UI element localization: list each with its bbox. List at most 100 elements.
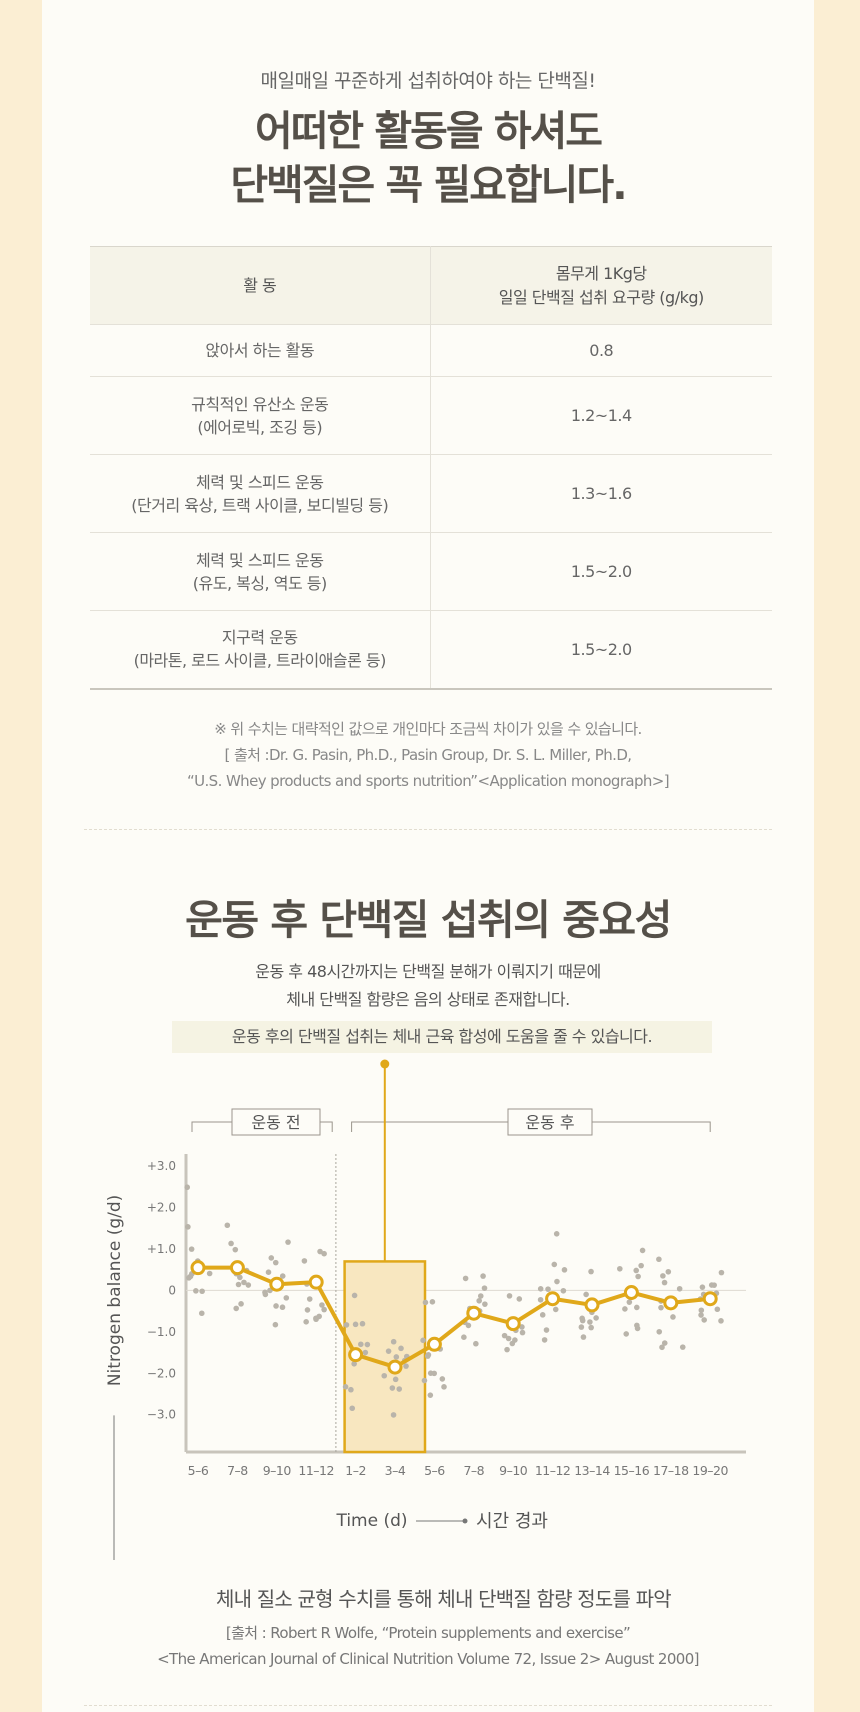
table-notes: ※ 위 수치는 대략적인 값으로 개인마다 조금씩 차이가 있을 수 있습니다.… [42,716,814,794]
table-row: 지구력 운동 (마라톤, 로드 사이클, 트라이애슬론 등) 1.5~2.0 [90,610,772,690]
scatter-point [461,1334,467,1341]
note-line1: ※ 위 수치는 대략적인 값으로 개인마다 조금씩 차이가 있을 수 있습니다. [214,720,642,738]
note-line2: [ 출처 :Dr. G. Pasin, Ph.D., Pasin Group, … [224,746,633,764]
value-cell: 1.5~2.0 [430,532,772,611]
scatter-point [348,1386,354,1393]
scatter-point [396,1386,403,1392]
scatter-point [272,1259,279,1266]
x-tick-label: 7–8 [227,1463,248,1478]
scatter-point [301,1258,308,1264]
scatter-point [580,1334,587,1340]
x-tick-label: 9–10 [499,1463,528,1478]
mean-point [269,1276,285,1292]
note-line3: “U.S. Whey products and sports nutrition… [186,772,670,790]
scatter-point [193,1288,199,1294]
scatter-point [316,1313,322,1320]
scatter-point [701,1317,707,1323]
scatter-point [588,1268,594,1275]
mean-point [426,1336,442,1352]
mean-point [308,1274,324,1290]
scatter-point [661,1279,668,1286]
group-label-before: 운동 전 [251,1113,300,1132]
scatter-point [198,1310,205,1317]
scatter-point [679,1344,686,1350]
scatter-point [519,1329,526,1336]
scatter-point [321,1306,327,1313]
scatter-point [381,1372,388,1379]
scatter-point [303,1319,309,1325]
scatter-point [185,1224,191,1230]
scatter-point [285,1239,291,1245]
scatter-point [321,1250,327,1257]
header-req-line1: 몸무게 1Kg당 [555,263,647,283]
scatter-point [199,1288,205,1295]
x-tick-label: 1–2 [345,1463,366,1478]
scatter-point [441,1384,447,1390]
scatter-point [233,1305,240,1312]
group-brackets: 운동 전 운동 후 [191,1108,711,1136]
scatter-point [516,1296,523,1302]
mean-point [584,1297,600,1313]
y-tick-label: +3.0 [147,1159,176,1173]
mean-point [190,1260,206,1276]
scatter-point [554,1278,560,1285]
scatter-point [552,1306,559,1313]
activity-cell: 앉아서 하는 활동 [90,324,431,377]
scatter-point [501,1332,508,1339]
scatter-point [431,1370,438,1377]
scatter-point [543,1327,550,1333]
scatter-point [206,1270,213,1277]
scatter-point [665,1268,672,1275]
scatter-point [504,1346,510,1353]
scatter-point [656,1256,662,1263]
scatter-point [427,1392,434,1398]
section2-title: 운동 후 단백질 섭취의 중요성 [185,896,672,944]
scatter-point [537,1296,544,1303]
scatter-point [560,1287,567,1294]
scatter-point [477,1293,484,1299]
series-line [190,1260,718,1375]
scatter-point [398,1345,404,1352]
mean-point [505,1316,521,1332]
mean-point [387,1359,403,1375]
scatter-point [465,1322,472,1329]
activity-examples: (유도, 복싱, 역도 등) [192,573,327,593]
x-axis-note: 시간 경과 [476,1511,548,1532]
scatter-point [235,1281,242,1288]
mean-point [702,1291,718,1307]
table-row: 규칙적인 유산소 운동 (에어로빅, 조깅 등) 1.2~1.4 [90,376,772,455]
scatter-point [232,1246,239,1253]
scatter-point [639,1247,646,1254]
scatter-point [241,1279,247,1286]
activity-name: 체력 및 스피드 운동 [195,472,324,492]
scatter-point [343,1322,350,1328]
scatter-point [317,1248,323,1255]
scatter-point [392,1376,399,1383]
desc-line1: 운동 후 48시간까지는 단백질 분해가 이뤄지기 때문에 [255,962,601,981]
x-axis-label: Time (d) [335,1511,407,1531]
scatter-point [659,1344,665,1351]
highlight-banner: 운동 후의 단백질 섭취는 체내 근육 합성에 도움을 줄 수 있습니다. [172,1021,712,1053]
scatter-point [661,1340,668,1346]
scatter-point [714,1306,721,1313]
scatter-point [541,1337,548,1343]
scatter-point [622,1306,628,1312]
scatter-point [578,1324,585,1330]
scatter-point [476,1297,482,1304]
group-label-after: 운동 후 [525,1113,574,1132]
callout-dot [380,1059,390,1069]
scatter-point [228,1240,234,1247]
scatter-point [359,1320,366,1327]
value-cell: 1.2~1.4 [430,376,772,455]
activity-examples: (마라톤, 로드 사이클, 트라이애슬론 등) [133,651,387,671]
section1-title-line2: 단백질은 꼭 필요합니다. [230,161,627,209]
scatter-point [545,1286,551,1292]
x-tick-label: 13–14 [574,1463,610,1478]
scatter-point [505,1335,512,1342]
scatter-point [539,1312,546,1318]
activity-name: 지구력 운동 [221,628,298,648]
scatter-point [638,1262,644,1269]
scatter-point [583,1291,589,1298]
scatter-point [245,1282,252,1288]
mean-point [545,1291,561,1307]
